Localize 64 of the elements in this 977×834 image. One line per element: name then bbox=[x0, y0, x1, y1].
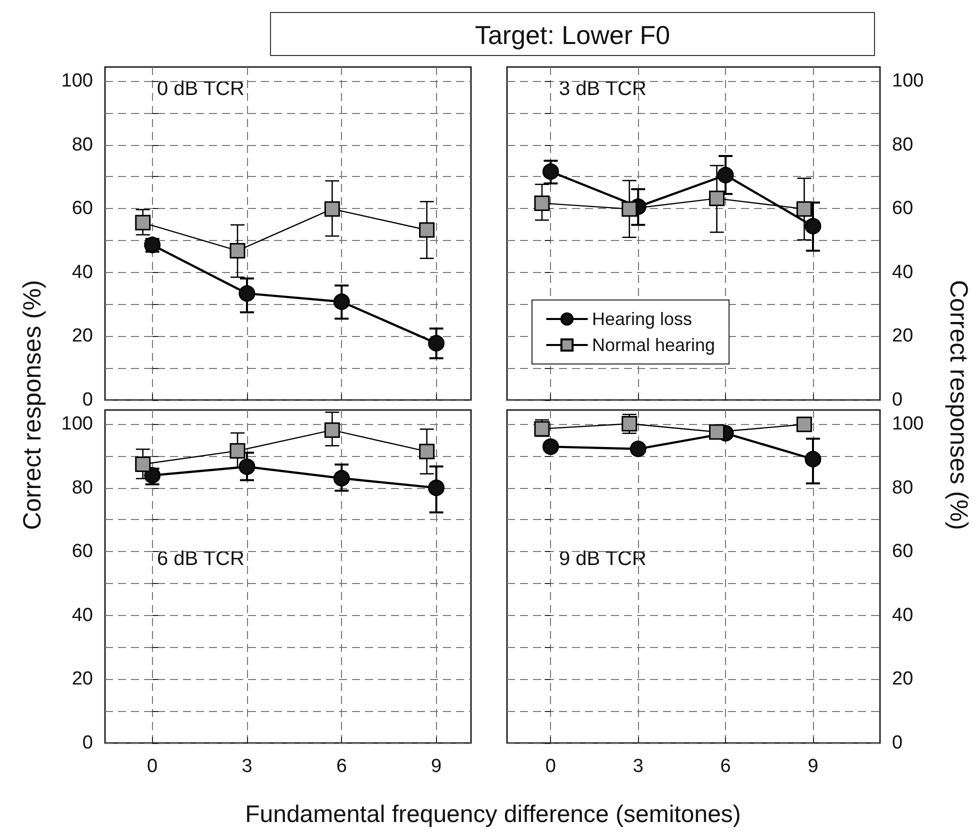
y-tick-label: 60 bbox=[72, 198, 93, 220]
point bbox=[796, 416, 812, 432]
y-tick-label: 60 bbox=[892, 541, 914, 562]
point bbox=[230, 443, 246, 459]
y-axis-title: Correct responses (%) bbox=[18, 280, 48, 530]
point bbox=[534, 195, 550, 211]
point bbox=[542, 163, 559, 180]
y-tick-label: 20 bbox=[892, 668, 914, 690]
point bbox=[238, 285, 256, 302]
point bbox=[419, 444, 435, 460]
point bbox=[717, 166, 734, 184]
point bbox=[709, 190, 725, 206]
point bbox=[428, 480, 445, 496]
y-tick-label: 80 bbox=[72, 134, 93, 156]
point bbox=[230, 242, 246, 258]
y-axis-title: Correct responses (%) bbox=[944, 280, 972, 530]
point bbox=[796, 201, 812, 217]
y-tick-label: 20 bbox=[72, 326, 93, 347]
y-tick-label: 20 bbox=[72, 668, 93, 690]
point bbox=[428, 334, 445, 352]
y-tick-label: 20 bbox=[892, 326, 914, 347]
y-tick-label: 100 bbox=[892, 70, 924, 92]
y-tick-label: 0 bbox=[82, 732, 93, 754]
y-tick-label: 40 bbox=[892, 604, 914, 626]
point bbox=[709, 424, 725, 440]
x-tick-label: 6 bbox=[720, 756, 731, 777]
point bbox=[333, 294, 350, 310]
y-tick-label: 60 bbox=[72, 541, 93, 562]
x-tick-label: 3 bbox=[242, 756, 252, 777]
chart-title: Target: Lower F0 bbox=[270, 12, 875, 56]
y-tick-label: 40 bbox=[72, 262, 93, 283]
x-axis-title: Fundamental frequency difference (semitones) bbox=[245, 801, 741, 829]
point bbox=[804, 450, 822, 468]
point bbox=[135, 214, 151, 230]
point bbox=[622, 201, 638, 217]
point bbox=[324, 201, 340, 217]
y-tick-label: 40 bbox=[72, 604, 93, 626]
x-tick-label: 6 bbox=[336, 756, 347, 777]
point bbox=[238, 458, 256, 476]
y-tick-label: 40 bbox=[892, 262, 914, 283]
point bbox=[419, 222, 435, 238]
x-tick-label: 9 bbox=[808, 756, 818, 777]
y-tick-label: 100 bbox=[61, 70, 93, 92]
x-tick-label: 0 bbox=[147, 756, 158, 777]
x-tick-label: 3 bbox=[632, 756, 644, 777]
point bbox=[804, 218, 822, 234]
legend-label: Normal hearing bbox=[592, 335, 716, 355]
y-tick-label: 60 bbox=[892, 198, 914, 220]
y-tick-label: 80 bbox=[892, 477, 914, 498]
y-tick-label: 0 bbox=[892, 390, 903, 410]
y-tick-label: 100 bbox=[61, 414, 93, 435]
y-tick-label: 0 bbox=[892, 732, 903, 754]
y-tick-label: 100 bbox=[892, 414, 924, 435]
y-tick-label: 80 bbox=[72, 477, 93, 498]
y-tick-label: 0 bbox=[82, 390, 93, 410]
point bbox=[333, 470, 350, 487]
point bbox=[542, 438, 559, 455]
point bbox=[324, 422, 340, 438]
x-tick-label: 0 bbox=[545, 756, 556, 777]
y-tick-label: 80 bbox=[892, 134, 914, 156]
legend-label: Hearing loss bbox=[592, 309, 692, 329]
x-tick-label: 9 bbox=[431, 756, 442, 777]
point bbox=[135, 456, 151, 472]
point bbox=[630, 440, 646, 458]
